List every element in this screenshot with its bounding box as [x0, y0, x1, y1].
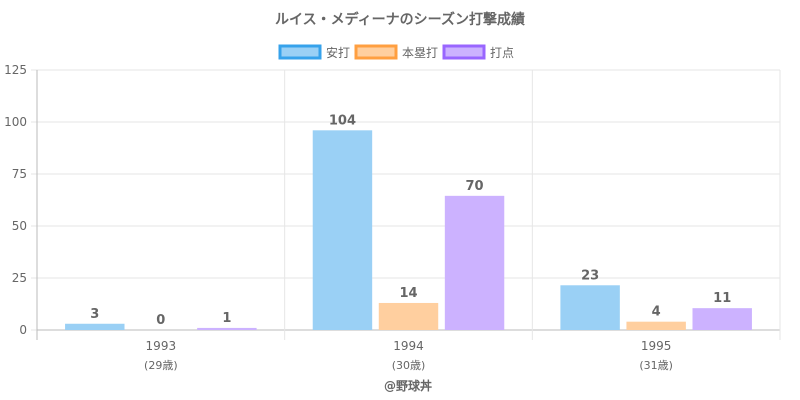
- y-tick-label: 25: [12, 271, 27, 285]
- legend-label-3: 打点: [490, 46, 514, 60]
- legend: 安打 本塁打 打点: [278, 44, 514, 60]
- y-tick-label: 0: [19, 323, 27, 337]
- bar-1993-series-1: [65, 323, 125, 330]
- x-tick-label: 1995: [641, 339, 672, 353]
- bar-1995-series-3: [692, 308, 752, 330]
- y-tick-label: 75: [12, 167, 27, 181]
- y-tick-label: 50: [12, 219, 27, 233]
- data-label-1993-series-1: 3: [90, 307, 99, 322]
- x-tick-sublabel: (31歳): [639, 359, 673, 372]
- bar-1995-series-2: [626, 321, 686, 330]
- bar-1994-series-1: [312, 130, 373, 330]
- legend-swatch-2: [354, 44, 398, 60]
- data-label-1995-series-3: 11: [713, 291, 731, 306]
- data-label-1995-series-2: 4: [652, 305, 661, 320]
- data-label-1995-series-1: 23: [581, 268, 599, 283]
- bar-1993-series-3: [197, 327, 257, 330]
- x-tick-label: 1993: [146, 339, 177, 353]
- legend-swatch-3: [442, 44, 486, 60]
- chart-title: ルイス・メディーナのシーズン打撃成績: [275, 11, 525, 28]
- data-label-1994-series-2: 14: [399, 286, 417, 301]
- y-axis: 0 25 50 75 100 125: [4, 63, 27, 337]
- legend-label-2: 本塁打: [402, 46, 438, 60]
- data-label-1993-series-3: 1: [222, 311, 231, 326]
- credit-text: @野球丼: [384, 378, 432, 393]
- x-tick-label: 1994: [393, 339, 424, 353]
- bar-1995-series-1: [560, 285, 620, 330]
- bar-1994-series-3: [444, 195, 505, 330]
- data-label-1994-series-1: 104: [329, 113, 356, 128]
- data-labels: 3 0 1 104 14 70 23 4 11: [90, 113, 731, 328]
- bars: [65, 130, 752, 330]
- data-label-1993-series-2: 0: [156, 313, 165, 328]
- data-label-1994-series-3: 70: [465, 179, 483, 194]
- y-tick-label: 100: [4, 115, 27, 129]
- x-axis: 1993 (29歳) 1994 (30歳) 1995 (31歳): [144, 339, 673, 372]
- y-tick-label: 125: [4, 63, 27, 77]
- grid: [31, 69, 781, 340]
- x-tick-sublabel: (30歳): [392, 359, 426, 372]
- legend-swatch-1: [278, 44, 322, 60]
- bar-1994-series-2: [378, 302, 439, 330]
- x-tick-sublabel: (29歳): [144, 359, 178, 372]
- legend-label-1: 安打: [326, 45, 350, 60]
